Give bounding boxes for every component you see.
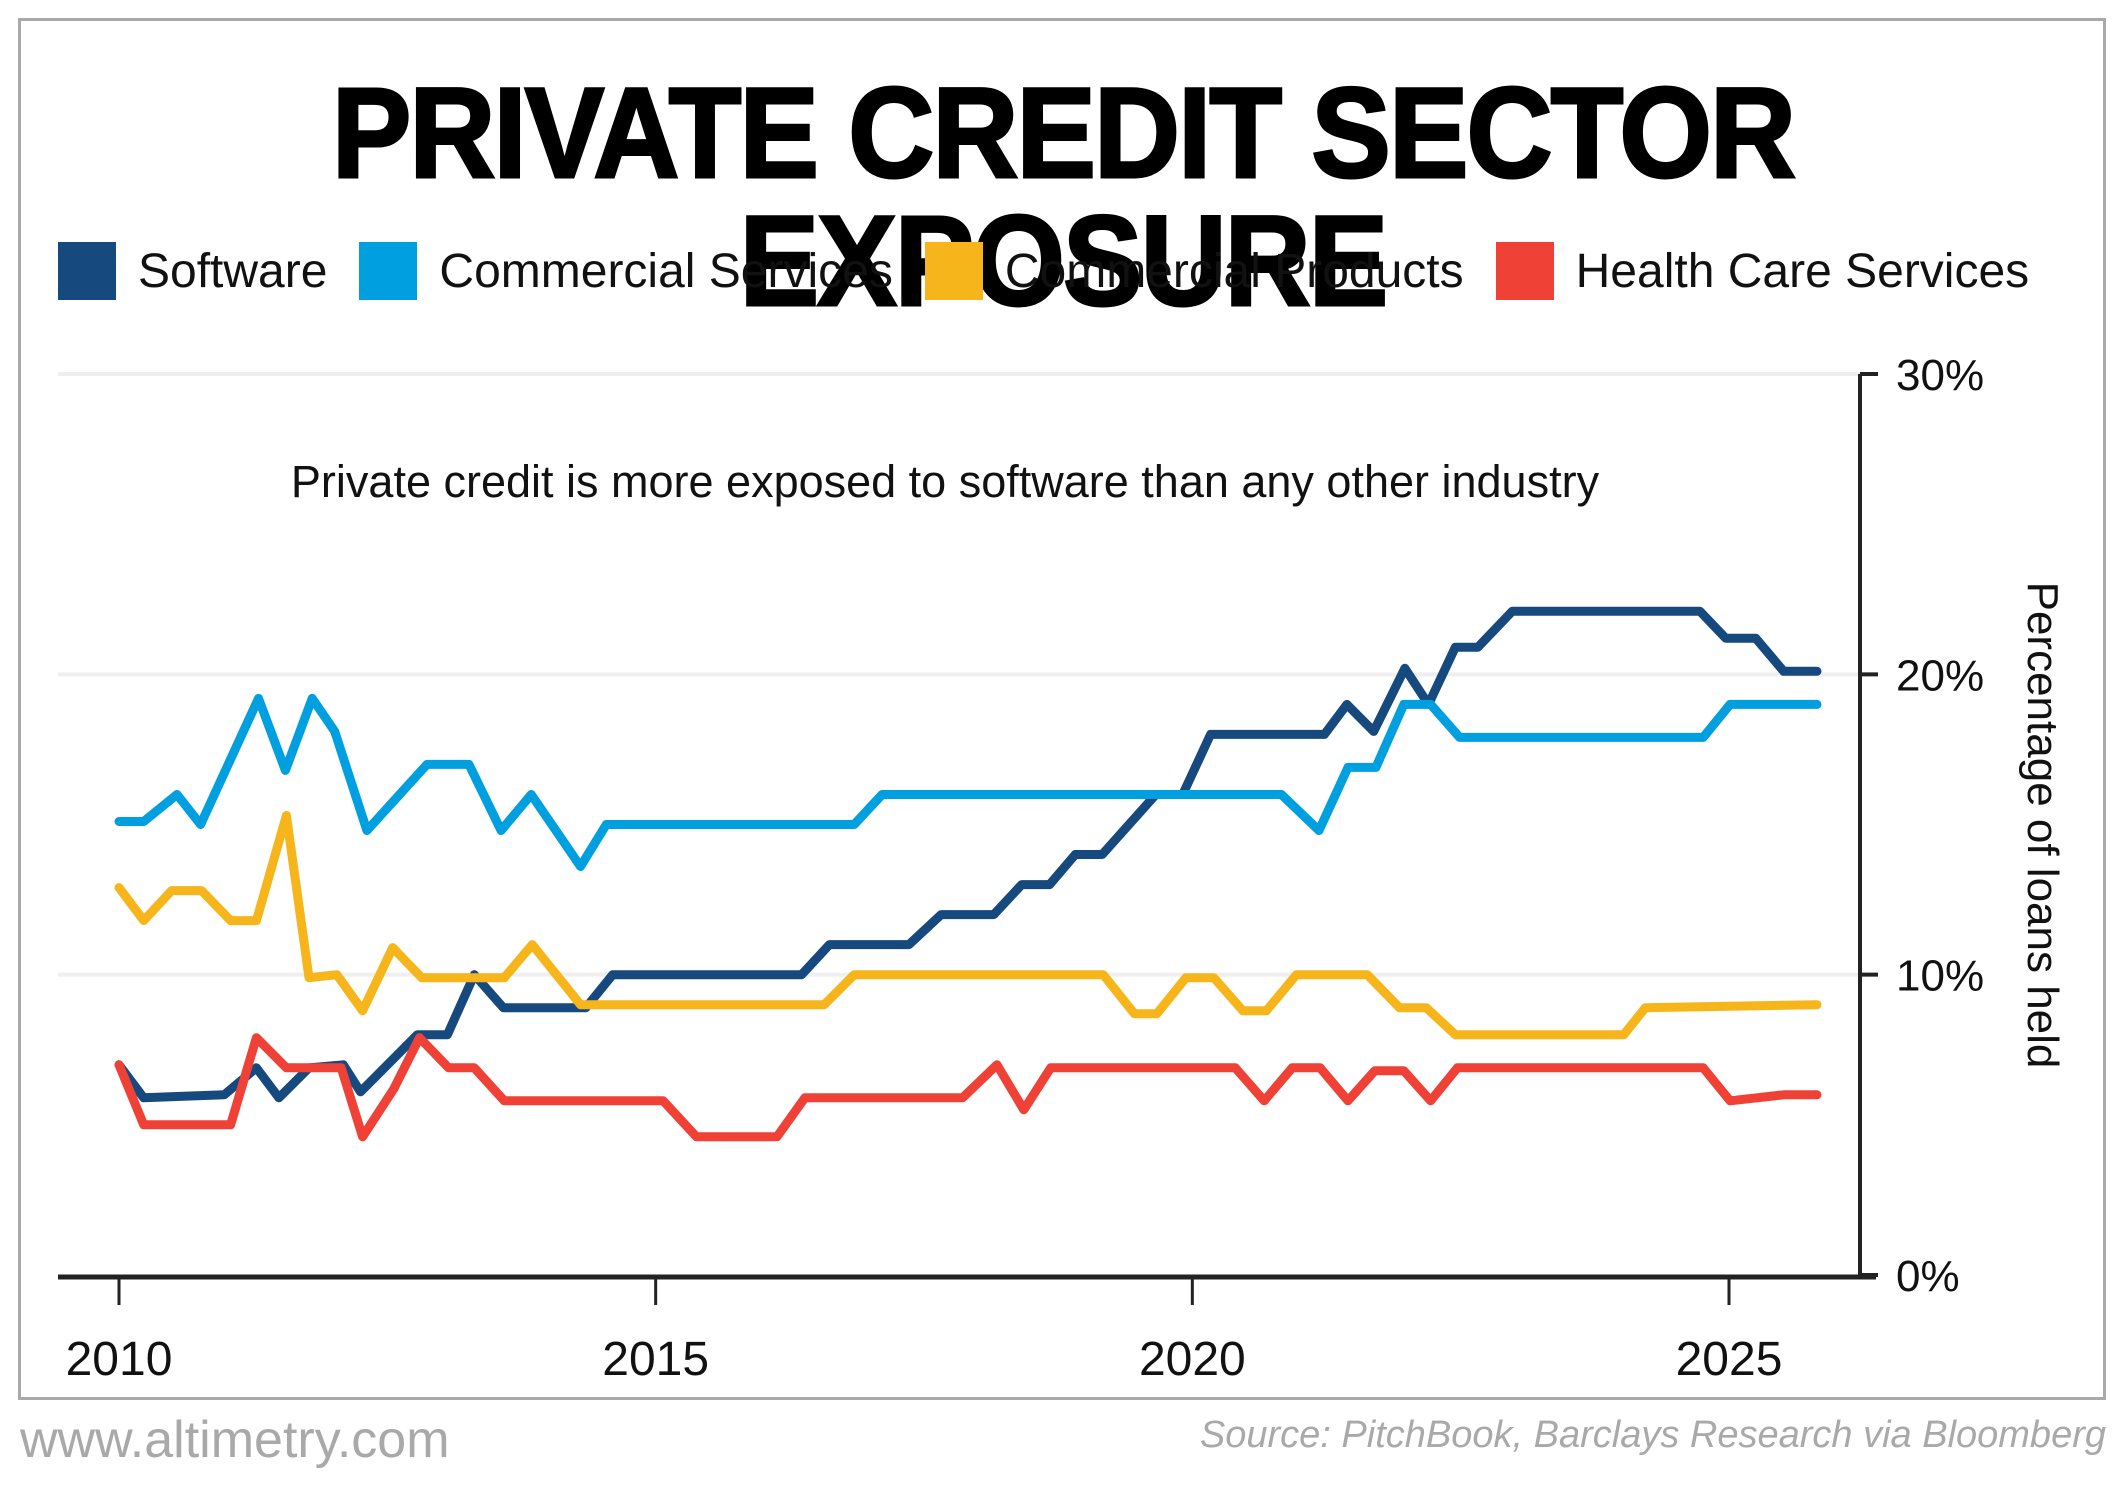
y-tick-label: 10% [1896, 952, 1984, 1001]
legend-item-commercial-products: Commercial Products [924, 242, 1464, 300]
source-note: Source: PitchBook, Barclays Research via… [1199, 1414, 2106, 1456]
legend-label-health-care-services: Health Care Services [1575, 244, 2030, 298]
chart-subtitle: Private credit is more exposed to softwa… [291, 456, 1600, 507]
legend-item-commercial-services: Commercial Services [359, 242, 893, 300]
legend-label-commercial-products: Commercial Products [1004, 244, 1464, 298]
y-tick-label: 0% [1896, 1252, 1960, 1301]
legend-label-software: Software [138, 244, 328, 298]
legend-swatch-commercial-products [924, 242, 983, 300]
legend-swatch-health-care-services [1495, 242, 1554, 300]
series-line-commercial-products [114, 811, 1822, 1040]
x-tick-label: 2020 [1139, 1333, 1246, 1386]
legend-item-software: Software [58, 242, 327, 300]
legend-swatch-commercial-services [359, 242, 418, 300]
legend-swatch-software [58, 242, 116, 300]
legend: Software Commercial Services Commercial … [58, 240, 2061, 302]
legend-item-health-care-services: Health Care Services [1495, 242, 2030, 300]
y-tick-label: 30% [1896, 351, 1984, 400]
y-axis-label: Percentage of loans held [2018, 582, 2067, 1069]
legend-label-commercial-services: Commercial Services [439, 244, 893, 298]
x-tick-label: 2025 [1676, 1333, 1783, 1386]
series-line-commercial-services [114, 693, 1822, 871]
axes: 0% 10% 20% 30% 2010 2015 2020 2025 [58, 351, 1984, 1386]
series-line-health-care-services [114, 1033, 1822, 1142]
chart-title: PRIVATE CREDIT SECTOR EXPOSURE [330, 62, 1797, 333]
x-tick-label: 2010 [66, 1333, 173, 1386]
y-tick-label: 20% [1896, 651, 1984, 700]
watermark: www.altimetry.com [20, 1411, 450, 1469]
series-lines [114, 606, 1822, 1142]
x-tick-label: 2015 [602, 1333, 709, 1386]
series-line-software [114, 606, 1822, 1103]
